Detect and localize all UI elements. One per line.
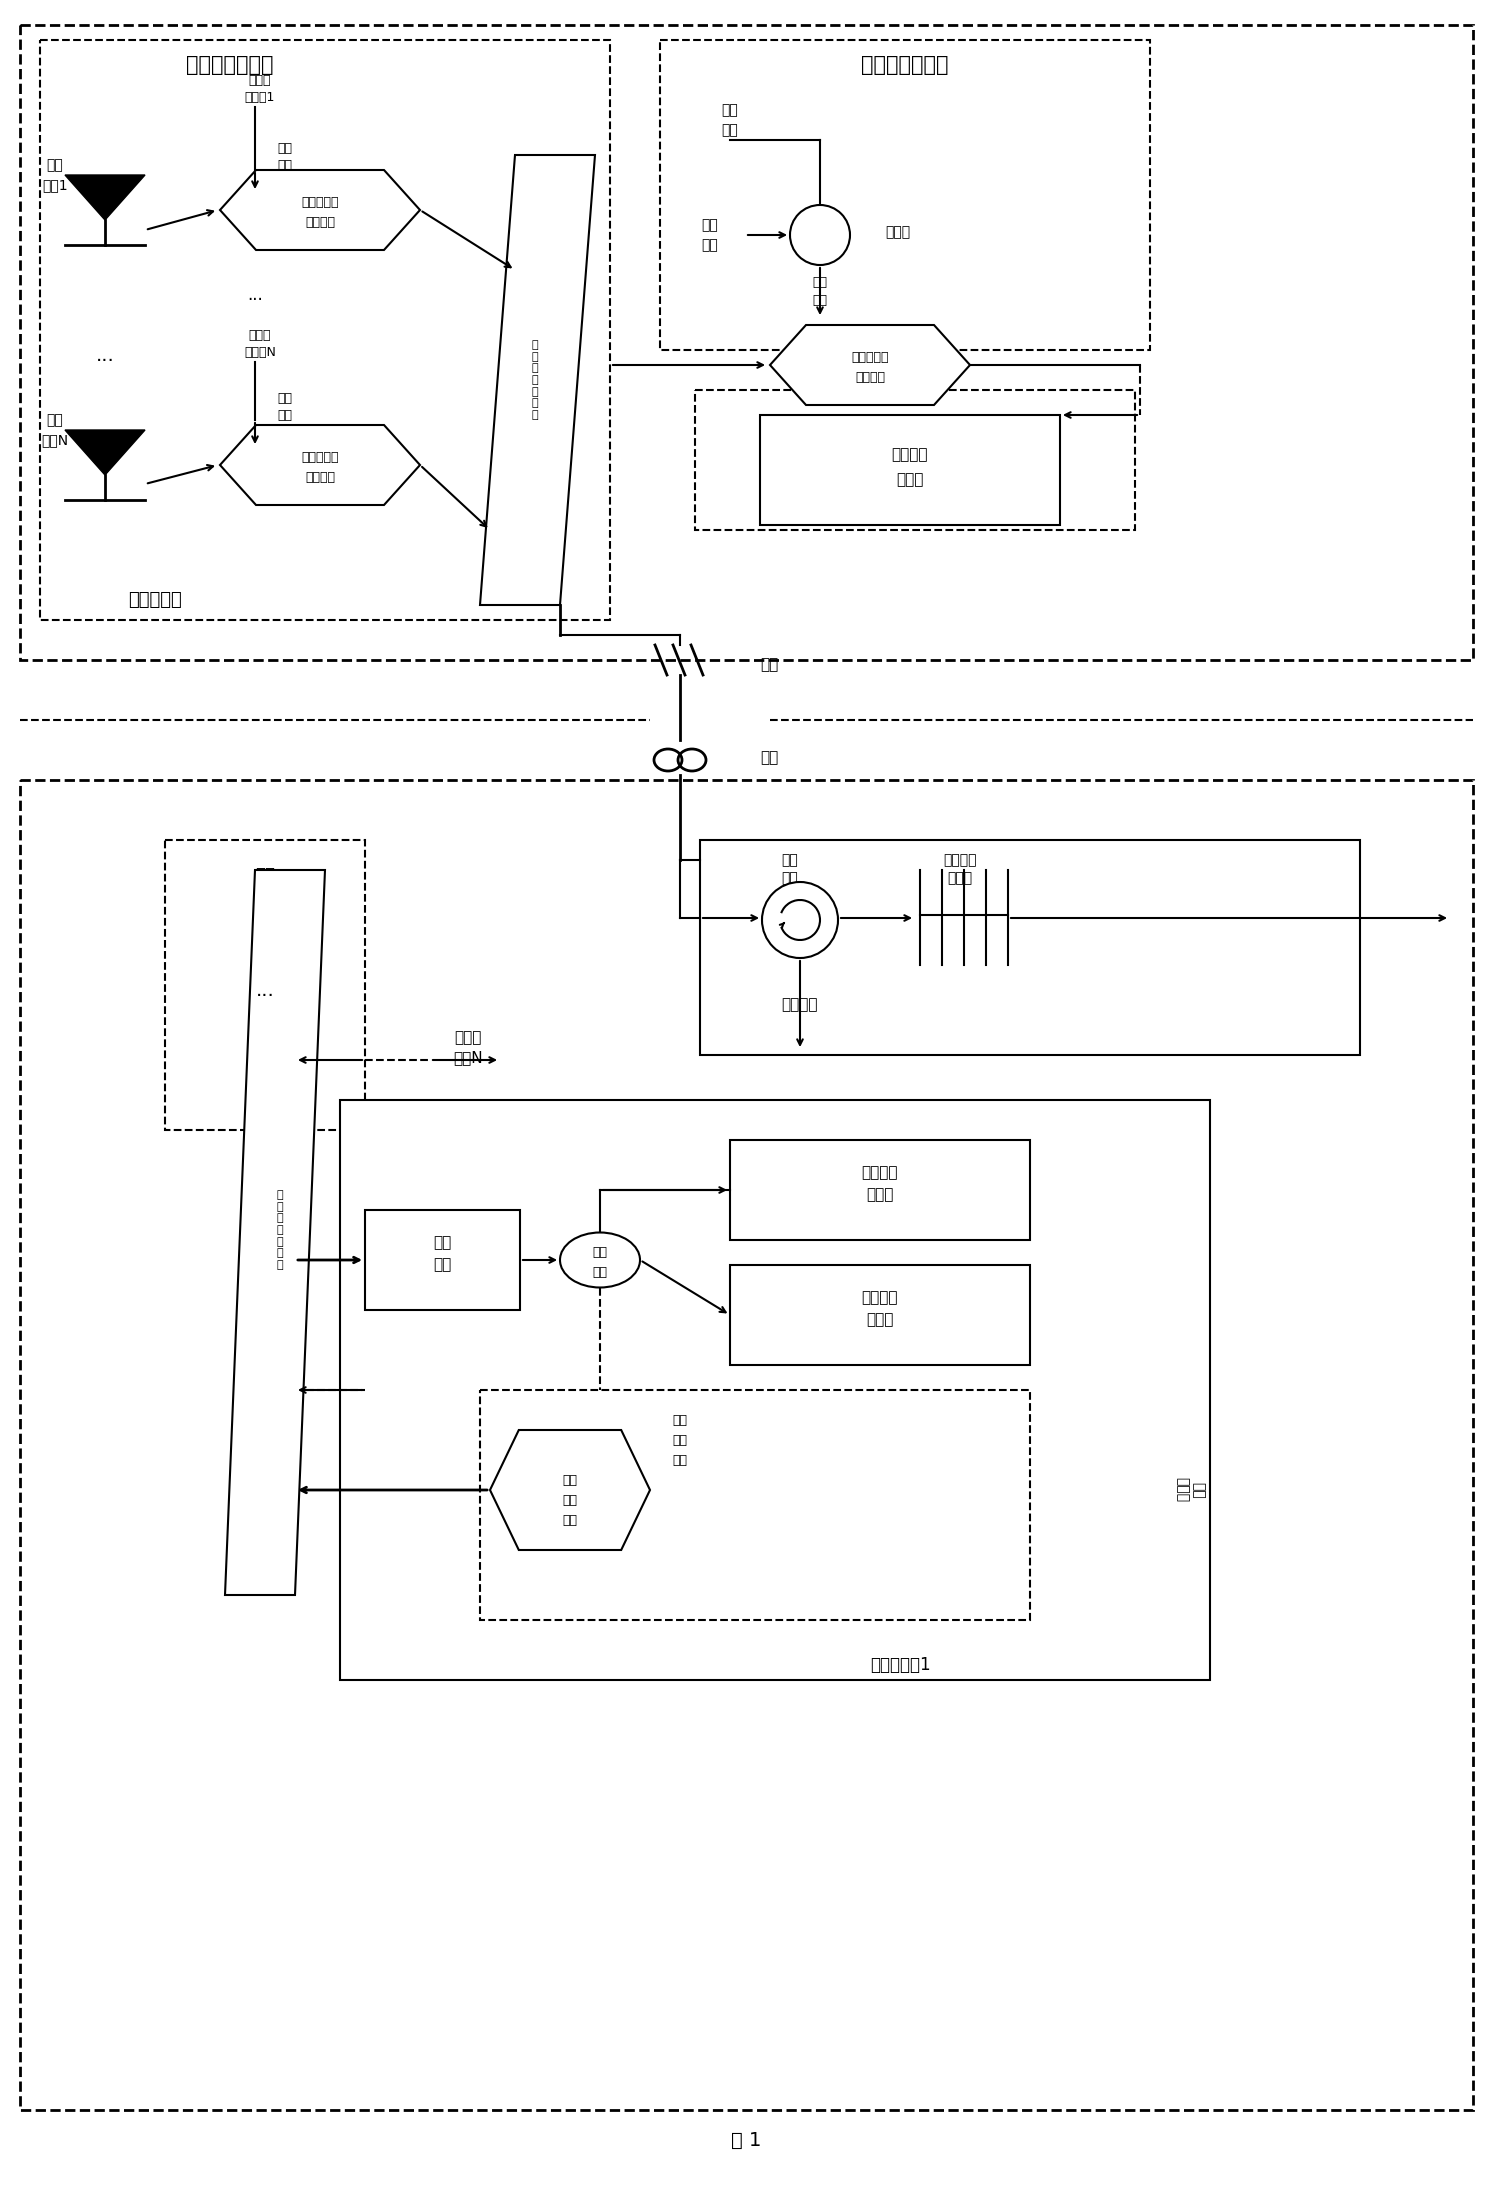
Text: 下行数: 下行数 [249,328,272,342]
Text: 业务: 业务 [563,1513,578,1526]
Polygon shape [66,175,145,219]
Polygon shape [19,24,1474,659]
Text: 单元N: 单元N [454,1051,482,1067]
Text: 接收机: 接收机 [896,473,924,488]
Text: 光纤: 光纤 [760,751,778,766]
Polygon shape [166,841,364,1130]
Text: 第一马赫曾: 第一马赫曾 [302,195,339,208]
Circle shape [790,206,850,265]
Text: 据业务N: 据业务N [243,346,276,359]
Text: 射频: 射频 [278,392,293,405]
Text: 第
一
合
波
分
波
器: 第 一 合 波 分 波 器 [532,339,539,420]
Text: 下行数: 下行数 [249,74,272,85]
Ellipse shape [560,1233,640,1288]
Text: 端口: 端口 [278,410,293,420]
Text: 格光栅: 格光栅 [948,872,972,885]
Text: ...: ... [255,981,275,999]
Polygon shape [700,841,1360,1056]
Text: 混频器: 混频器 [885,226,911,239]
Text: 行器: 行器 [782,872,799,885]
Polygon shape [760,414,1060,526]
Text: 下行数据发射机: 下行数据发射机 [187,55,273,74]
Text: 远程: 远程 [255,865,275,885]
Text: 射频: 射频 [278,142,293,155]
Text: 光纤布拉: 光纤布拉 [944,852,976,867]
Polygon shape [730,1266,1030,1364]
Text: 光环: 光环 [782,852,799,867]
Polygon shape [481,155,596,604]
Text: 上行: 上行 [563,1474,578,1487]
Text: 上行数据: 上行数据 [891,447,929,462]
Text: 数据: 数据 [563,1494,578,1507]
Text: 光滤波器: 光滤波器 [782,996,818,1012]
Polygon shape [225,869,325,1594]
Text: ...: ... [248,287,263,304]
Text: 光网络: 光网络 [454,1031,482,1045]
Text: 第二马赫曾: 第二马赫曾 [851,350,888,364]
Text: 端口: 端口 [812,293,827,307]
Polygon shape [340,1099,1209,1680]
Text: 节点: 节点 [255,887,275,907]
Text: 下行数据: 下行数据 [861,1290,899,1305]
Polygon shape [770,324,970,405]
Text: 上行: 上行 [672,1413,687,1426]
Text: 可调: 可调 [46,158,63,173]
Polygon shape [19,780,1474,2109]
Circle shape [761,883,838,957]
Polygon shape [696,390,1135,530]
Text: 光网络单元1: 光网络单元1 [870,1656,930,1673]
Text: 光源N: 光源N [42,434,69,447]
Text: 光线路终端: 光线路终端 [128,591,182,609]
Text: 光分: 光分 [593,1246,608,1259]
Text: 业务: 业务 [721,123,739,138]
Text: 可调: 可调 [46,414,63,427]
Polygon shape [219,171,420,250]
Text: 德调制器: 德调制器 [305,215,334,228]
Text: 视频: 视频 [721,103,739,116]
Polygon shape [490,1430,649,1551]
Text: 上行
发射机: 上行 发射机 [1175,1478,1205,1502]
Text: 据业务1: 据业务1 [245,90,275,103]
Text: 路器: 路器 [593,1266,608,1279]
Text: 第
二
合
波
分
波
器: 第 二 合 波 分 波 器 [276,1189,284,1270]
Text: 波器: 波器 [433,1257,451,1272]
Polygon shape [660,39,1150,350]
Text: 光源1: 光源1 [42,177,67,193]
Text: 德调制器: 德调制器 [855,370,885,383]
Text: 光纤: 光纤 [760,657,778,672]
Text: 业务: 业务 [672,1454,687,1467]
Text: 信号: 信号 [702,239,718,252]
Text: 接收机: 接收机 [866,1312,894,1327]
Polygon shape [40,39,611,620]
Polygon shape [66,429,145,475]
Text: 端口: 端口 [278,158,293,171]
Polygon shape [219,425,420,506]
Text: 德调制器: 德调制器 [305,471,334,484]
Text: 光滤: 光滤 [433,1235,451,1250]
Text: 接收机: 接收机 [866,1187,894,1202]
Text: ...: ... [96,346,115,364]
Polygon shape [481,1391,1030,1621]
Polygon shape [730,1141,1030,1240]
Polygon shape [364,1211,520,1310]
Text: 射频: 射频 [812,276,827,289]
Text: 第一马赫曾: 第一马赫曾 [302,451,339,464]
Text: 图 1: 图 1 [730,2131,761,2151]
Text: 视频业务发射机: 视频业务发射机 [861,55,948,74]
Text: 时钟: 时钟 [702,219,718,232]
Text: 数据: 数据 [672,1434,687,1448]
Text: 视频业务: 视频业务 [861,1165,899,1180]
